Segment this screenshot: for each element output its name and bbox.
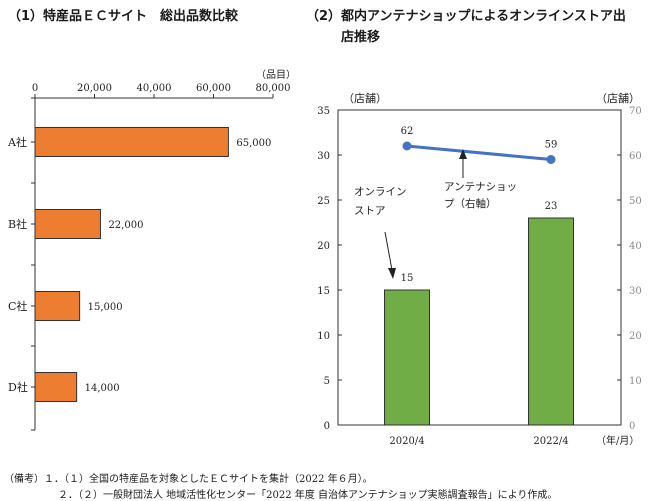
store-bar [384, 289, 430, 426]
category-label: B社 [8, 217, 27, 231]
note-line-1: （備考）１．（１）全国の特産品を対象としたＥＣサイトを集計（2022 年６月）。 [4, 474, 373, 485]
right-axis-unit: （店舗） [596, 91, 640, 105]
bar-annotation-arrow-line [384, 231, 393, 271]
x-tick-label: 20,000 [77, 83, 112, 94]
bar-annotation-line1: オンライン [354, 186, 407, 198]
x-axis-unit: （年/月） [596, 434, 639, 447]
right-chart-title-cont: 店推移 [341, 30, 381, 45]
bar-annotation-arrowhead [388, 268, 396, 279]
left-tick-label: 30 [317, 151, 330, 162]
store-bar [528, 217, 574, 426]
left-tick-label: 15 [317, 286, 330, 297]
line-annotation-line2: プ（右軸） [444, 197, 497, 210]
note-line-2: ２．（２）一般財団法人 地域活性化センター「2022 年度 自治体アンテナショッ… [58, 490, 558, 501]
right-tick-label: 70 [629, 106, 642, 117]
left-tick-label: 20 [317, 241, 330, 252]
x-category-label: 2020/4 [389, 436, 424, 447]
right-tick-label: 30 [629, 286, 642, 297]
category-label: D社 [8, 380, 28, 394]
x-tick-label: 40,000 [137, 83, 172, 94]
right-tick-label: 50 [629, 196, 642, 207]
right-tick-label: 0 [629, 421, 635, 432]
right-tick-label: 20 [629, 331, 642, 342]
bar-annotation-line2: ストア [354, 205, 386, 217]
x-tick-label: 60,000 [196, 83, 231, 94]
line-annotation-line1: アンテナショッ [444, 181, 517, 193]
bar [34, 127, 229, 157]
category-label: C社 [8, 299, 27, 313]
x-tick-label: 0 [32, 83, 38, 94]
line-point [402, 141, 412, 151]
right-tick-label: 10 [629, 376, 642, 387]
left-tick-label: 0 [324, 421, 330, 432]
right-tick-label: 40 [629, 241, 642, 252]
bar-value-label: 15,000 [88, 302, 123, 313]
left-tick-label: 35 [317, 106, 330, 117]
bar-value-label: 65,000 [236, 138, 271, 149]
left-tick-label: 10 [317, 331, 330, 342]
plot-frame [337, 109, 622, 426]
x-tick-label: 80,000 [256, 83, 291, 94]
bar [34, 372, 78, 402]
left-tick-label: 25 [317, 196, 330, 207]
bar [34, 209, 101, 239]
x-axis-unit: （品目） [256, 69, 296, 81]
left-chart-title: （1）特産品ＥＣサイト 総出品数比較 [8, 9, 239, 24]
category-label: A社 [7, 135, 27, 149]
line-annotation-arrowhead [459, 149, 467, 159]
bar-value-label: 15 [401, 273, 414, 284]
shop-series-line [406, 144, 552, 161]
line-value-label: 59 [545, 140, 558, 151]
line-point [546, 155, 556, 164]
bar [34, 291, 81, 321]
left-axis-unit: （店舗） [343, 91, 387, 105]
right-chart-title: （2）都内アンテナショップによるオンラインストア出 [306, 9, 626, 24]
right-tick-label: 60 [629, 151, 642, 162]
bar-value-label: 23 [545, 201, 558, 212]
bar-value-label: 14,000 [85, 383, 120, 394]
left-tick-label: 5 [324, 376, 330, 387]
line-value-label: 62 [401, 126, 414, 137]
x-category-label: 2022/4 [533, 436, 568, 447]
bar-value-label: 22,000 [108, 220, 143, 231]
